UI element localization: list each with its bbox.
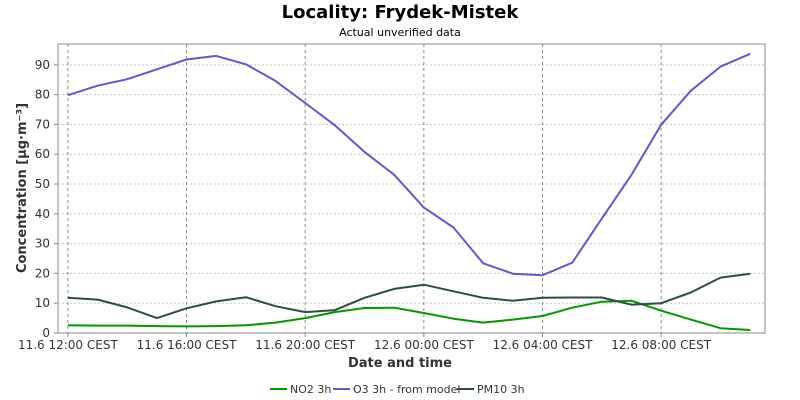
x-tick-label: 11.6 16:00 CEST: [137, 338, 238, 352]
legend-item: PM10 3h: [457, 383, 525, 396]
y-tick-label: 0: [42, 326, 50, 340]
x-axis-ticks: 11.6 12:00 CEST 11.6 16:00 CEST 11.6 20:00…: [18, 333, 712, 352]
legend-label: O3 3h - from model: [353, 383, 460, 396]
chart-title: Locality: Frydek-Mistek: [282, 2, 520, 23]
chart-subtitle: Actual unverified data: [339, 26, 461, 39]
y-tick-label: 90: [35, 58, 50, 72]
y-tick-label: 60: [35, 147, 50, 161]
y-tick-label: 70: [35, 117, 50, 131]
y-tick-label: 50: [35, 177, 50, 191]
x-tick-label: 12.6 00:00 CEST: [374, 338, 475, 352]
x-tick-label: 11.6 12:00 CEST: [18, 338, 119, 352]
legend-item: NO2 3h: [270, 383, 331, 396]
series-lines: [67, 52, 751, 331]
y-axis-label: Concentration [µg·m⁻³]: [15, 103, 30, 273]
x-axis-label: Date and time: [348, 356, 452, 371]
y-axis-ticks: 0 10 20 30 40 50 60 70 80 90: [35, 58, 58, 340]
grid-lines: [58, 44, 765, 333]
series-line-2: [67, 272, 751, 320]
series-line-1: [67, 52, 751, 277]
plot-area: [57, 43, 766, 334]
y-tick-label: 20: [35, 266, 50, 280]
legend-item: O3 3h - from model: [333, 383, 460, 396]
legend-label: PM10 3h: [477, 383, 525, 396]
series-line-0: [67, 299, 751, 331]
x-tick-label: 11.6 20:00 CEST: [255, 338, 356, 352]
x-tick-label: 12.6 04:00 CEST: [493, 338, 594, 352]
y-tick-label: 40: [35, 207, 50, 221]
y-tick-label: 10: [35, 296, 50, 310]
y-tick-label: 80: [35, 88, 50, 102]
y-tick-label: 30: [35, 237, 50, 251]
x-tick-label: 12.6 08:00 CEST: [611, 338, 712, 352]
chart-legend: NO2 3h O3 3h - from model PM10 3h: [270, 383, 525, 396]
legend-label: NO2 3h: [290, 383, 331, 396]
